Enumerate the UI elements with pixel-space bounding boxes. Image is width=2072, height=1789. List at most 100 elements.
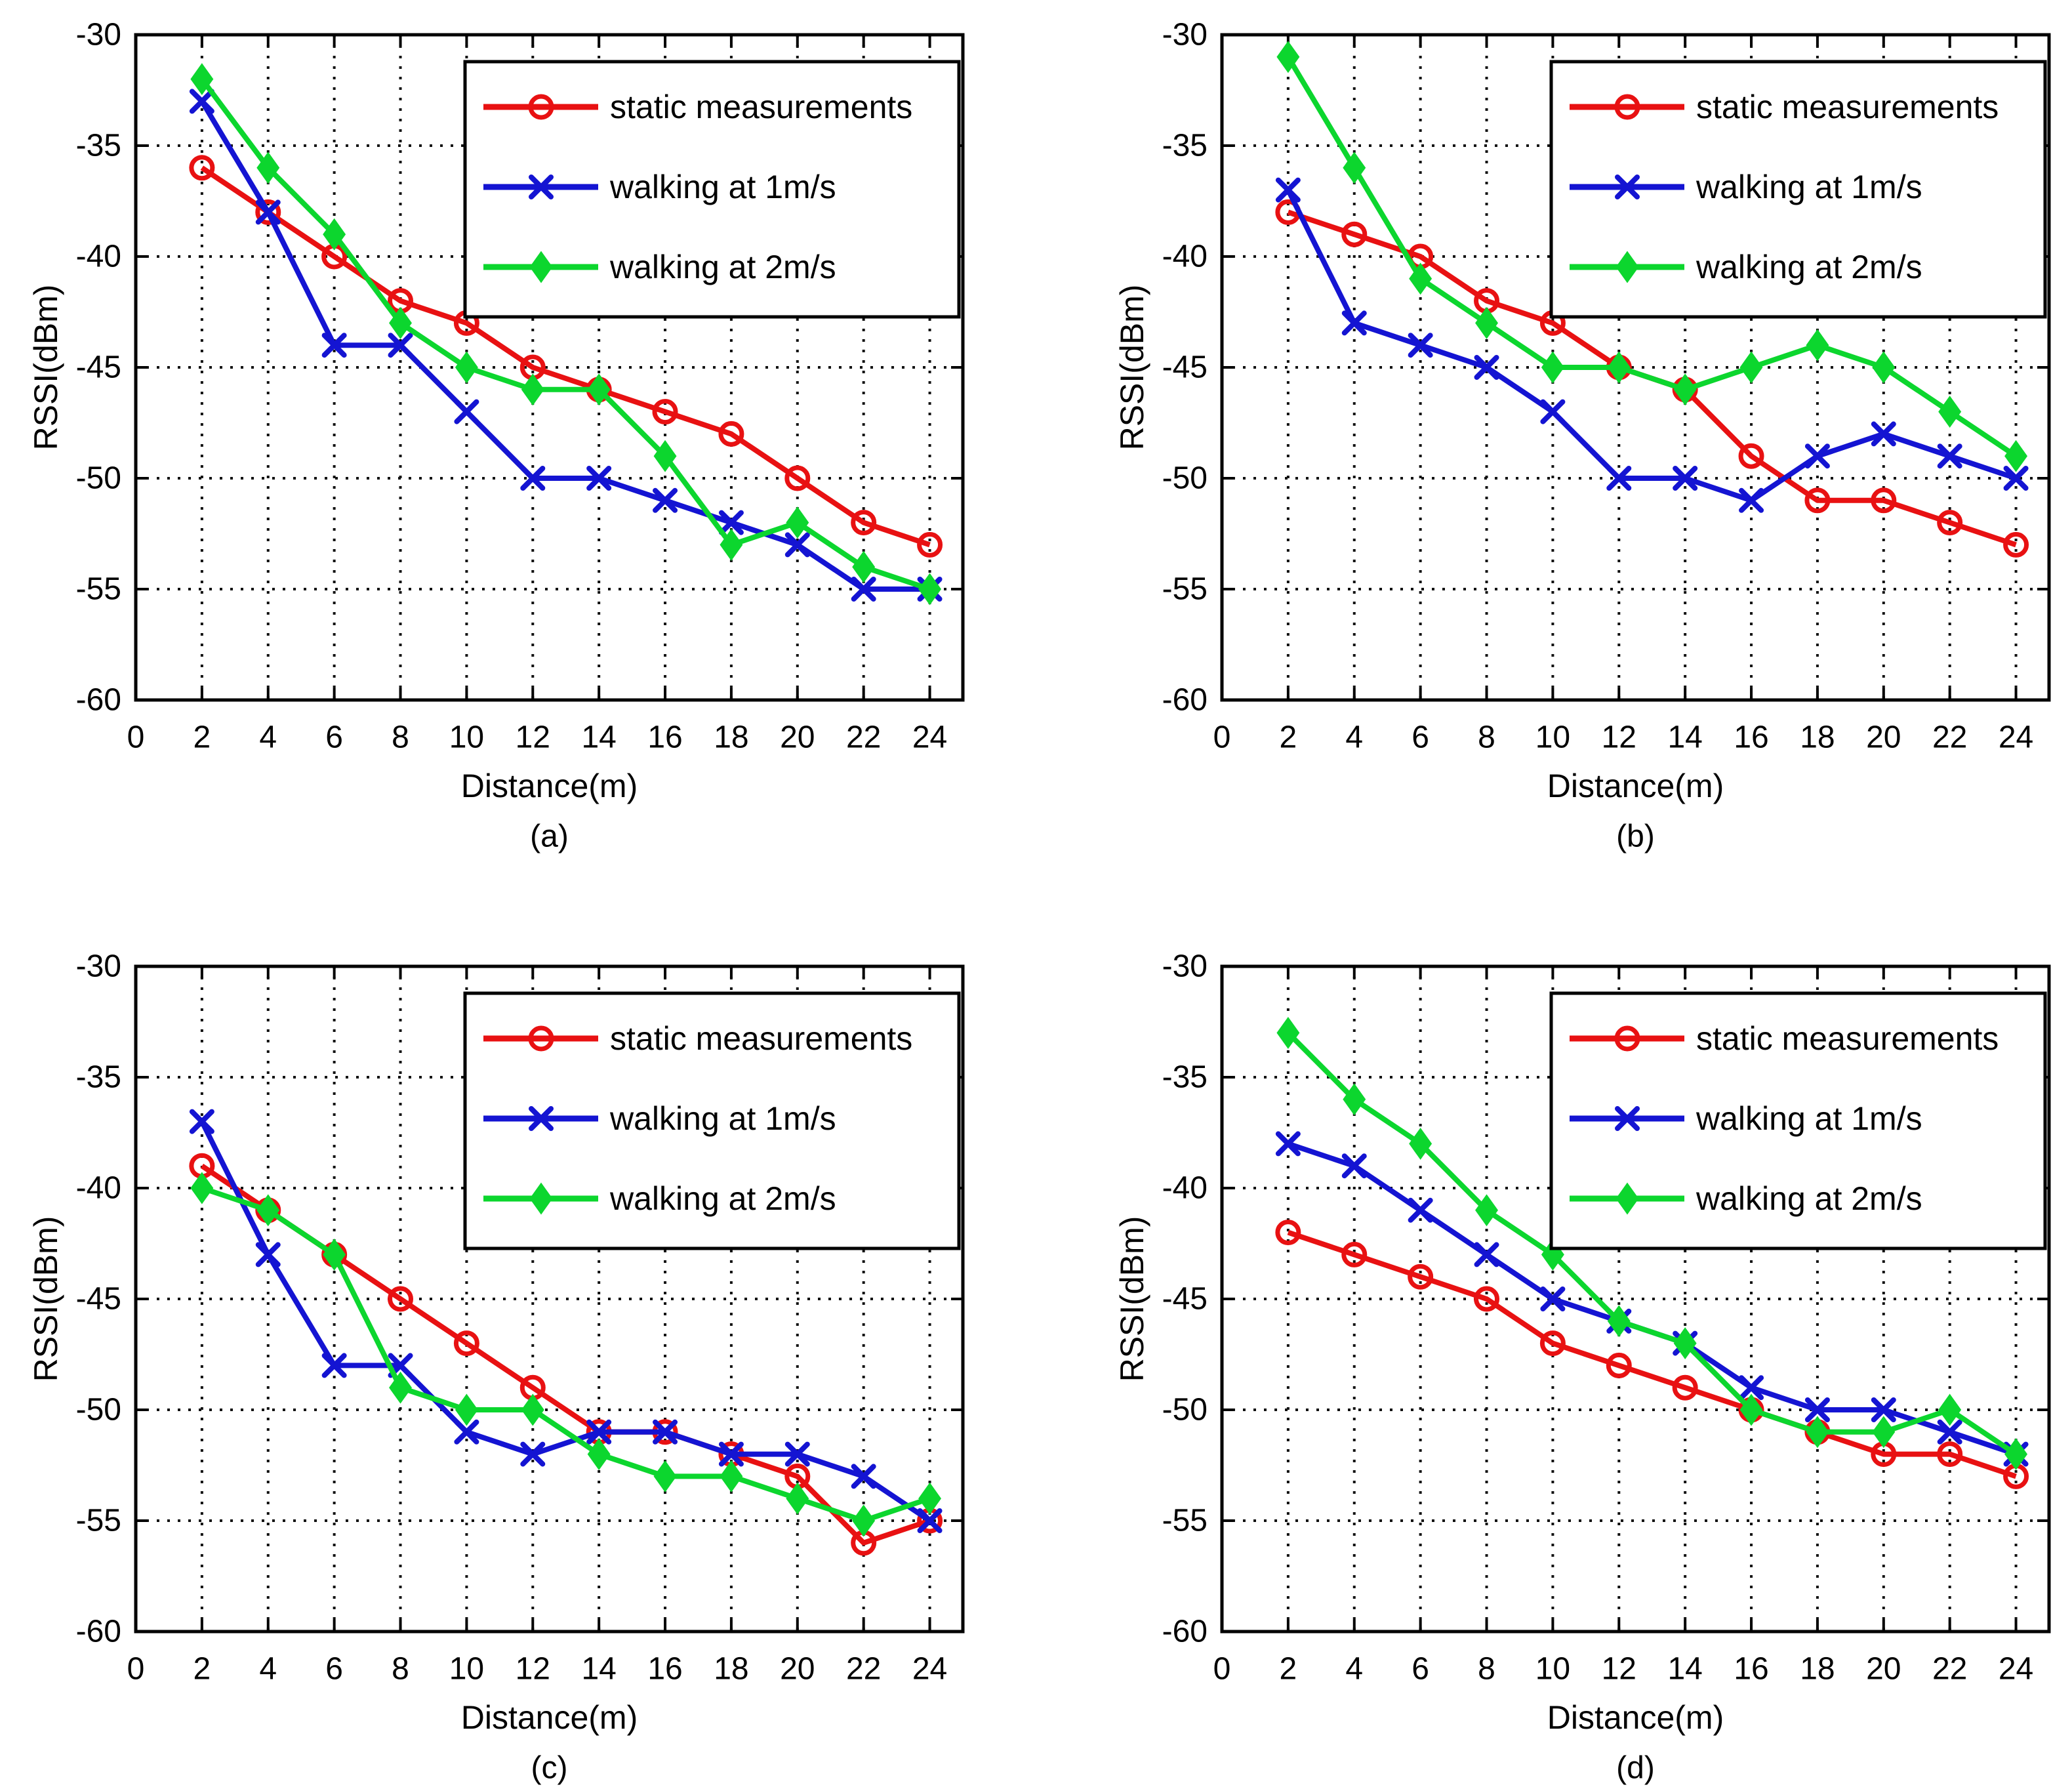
circle-marker bbox=[1804, 487, 1831, 514]
y-axis-label: RSSI(dBm) bbox=[28, 1216, 64, 1382]
subplot-letter-label: (d) bbox=[1616, 1751, 1655, 1786]
legend-entry-label: walking at 2m/s bbox=[1696, 249, 1922, 285]
x-axis-label: Distance(m) bbox=[461, 768, 638, 804]
diamond-marker bbox=[786, 1482, 809, 1515]
diamond-marker bbox=[1739, 1393, 1763, 1426]
x-marker bbox=[529, 1106, 554, 1131]
x-axis-label: Distance(m) bbox=[1547, 768, 1724, 804]
circle-marker bbox=[718, 421, 744, 447]
x-marker bbox=[851, 1464, 876, 1489]
diamond-marker bbox=[1938, 396, 1962, 428]
diamond-marker bbox=[653, 440, 677, 472]
circle-marker bbox=[1408, 1264, 1434, 1290]
y-tick-label: -50 bbox=[1162, 461, 1208, 496]
x-tick-label: 18 bbox=[1800, 1652, 1835, 1687]
diamond-marker bbox=[1806, 329, 1829, 361]
diamond-marker bbox=[1615, 1182, 1639, 1215]
x-marker bbox=[1673, 466, 1698, 491]
diamond-marker bbox=[455, 351, 478, 384]
x-tick-label: 6 bbox=[1412, 1652, 1429, 1687]
series-line bbox=[1286, 1031, 2018, 1456]
x-marker bbox=[1540, 399, 1566, 424]
y-axis-label: RSSI(dBm) bbox=[1114, 1216, 1150, 1382]
x-marker bbox=[1739, 487, 1764, 513]
series-walking-at-1m-s bbox=[189, 1109, 943, 1533]
y-tick-label: -45 bbox=[1162, 1282, 1208, 1317]
series-walking-at-1m-s bbox=[1275, 177, 2029, 513]
legend-entry-label: walking at 1m/s bbox=[609, 1100, 836, 1137]
x-tick-label: 20 bbox=[780, 1652, 815, 1687]
circle-marker bbox=[1738, 443, 1764, 469]
x-tick-label: 0 bbox=[1213, 720, 1231, 755]
y-tick-label: -40 bbox=[76, 1171, 121, 1206]
circle-marker bbox=[453, 1330, 479, 1357]
diamond-marker bbox=[1343, 1083, 1366, 1116]
diamond-marker bbox=[653, 1460, 677, 1492]
series-walking-at-2m-s bbox=[190, 1172, 942, 1537]
tick-labels: -30-35-40-45-50-55-600 2 4 6 8 10 12 14 16 18 20 22… bbox=[76, 18, 948, 755]
diamond-marker bbox=[1475, 1194, 1498, 1227]
grid-lines bbox=[1222, 35, 2049, 700]
x-tick-label: 16 bbox=[647, 720, 682, 755]
x-tick-label: 18 bbox=[714, 720, 748, 755]
x-tick-label: 16 bbox=[1734, 720, 1768, 755]
y-tick-label: -60 bbox=[1162, 683, 1208, 718]
x-marker bbox=[321, 1353, 347, 1378]
circle-marker bbox=[1614, 94, 1640, 120]
legend-entry-label: walking at 2m/s bbox=[1696, 1180, 1922, 1217]
diamond-marker bbox=[323, 1238, 346, 1271]
x-tick-label: 4 bbox=[259, 720, 277, 755]
x-tick-label: 14 bbox=[581, 720, 616, 755]
x-tick-label: 22 bbox=[846, 720, 881, 755]
x-tick-label: 10 bbox=[449, 1652, 484, 1687]
series-static-measurements bbox=[1275, 1220, 2029, 1489]
y-tick-label: -30 bbox=[76, 18, 121, 52]
x-axis-label: Distance(m) bbox=[461, 1699, 638, 1736]
subplot-letter-label: (b) bbox=[1616, 819, 1655, 854]
subplot-letter-label: (a) bbox=[530, 819, 569, 854]
y-tick-label: -30 bbox=[76, 949, 121, 984]
x-tick-label: 24 bbox=[912, 1652, 947, 1687]
legend: static measurements walking at 1m/s walkin… bbox=[463, 60, 961, 319]
x-tick-label: 24 bbox=[1999, 720, 2033, 755]
diamond-marker bbox=[1806, 1416, 1829, 1449]
x-marker bbox=[1408, 1197, 1433, 1223]
y-tick-label: -50 bbox=[76, 461, 121, 496]
x-tick-label: 8 bbox=[1478, 720, 1495, 755]
x-marker bbox=[718, 510, 744, 535]
subplot-c: -30-35-40-45-50-55-600 2 4 6 8 10 12 14 16 18 20 22… bbox=[28, 949, 965, 1786]
diamond-marker bbox=[1673, 1327, 1697, 1360]
circle-marker bbox=[528, 1025, 554, 1052]
x-marker bbox=[520, 466, 546, 491]
x-tick-label: 12 bbox=[1602, 720, 1636, 755]
x-marker bbox=[1474, 1242, 1499, 1267]
diamond-marker bbox=[190, 1172, 214, 1204]
x-marker bbox=[653, 1419, 678, 1445]
tick-labels: -30-35-40-45-50-55-600 2 4 6 8 10 12 14 16 18 20 22… bbox=[1162, 949, 2034, 1687]
x-tick-label: 12 bbox=[516, 720, 550, 755]
diamond-marker bbox=[521, 373, 544, 406]
circle-marker bbox=[1606, 1352, 1632, 1378]
circle-marker bbox=[388, 1286, 414, 1312]
legend-entry-label: static measurements bbox=[1696, 1020, 1999, 1057]
diamond-marker bbox=[256, 1194, 280, 1227]
x-tick-label: 20 bbox=[1866, 720, 1901, 755]
circle-marker bbox=[1672, 1374, 1698, 1401]
series-line bbox=[1286, 188, 2017, 503]
diamond-marker bbox=[852, 550, 876, 583]
series-line bbox=[199, 1120, 931, 1523]
y-tick-label: -30 bbox=[1162, 18, 1208, 52]
x-marker bbox=[1275, 1131, 1301, 1157]
diamond-marker bbox=[389, 306, 412, 339]
circle-marker bbox=[528, 94, 554, 120]
circle-marker bbox=[1614, 1025, 1640, 1052]
x-tick-label: 8 bbox=[1478, 1652, 1495, 1687]
x-tick-label: 8 bbox=[392, 720, 409, 755]
series-walking-at-2m-s bbox=[190, 63, 942, 606]
diamond-marker bbox=[1739, 351, 1763, 384]
grid-lines bbox=[136, 966, 963, 1632]
x-axis-label: Distance(m) bbox=[1547, 1699, 1724, 1736]
diamond-marker bbox=[1673, 373, 1697, 406]
diamond-marker bbox=[1409, 1127, 1432, 1160]
